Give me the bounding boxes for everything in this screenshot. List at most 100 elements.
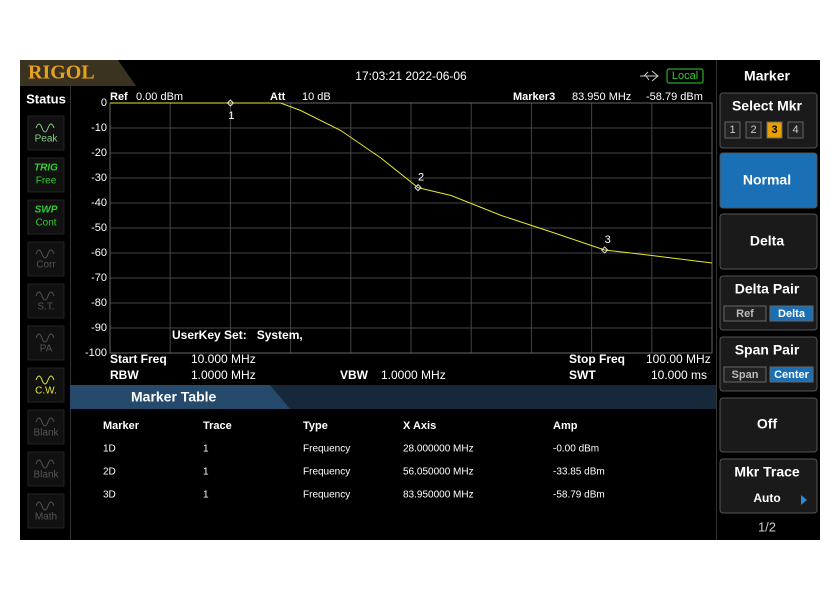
mkr-number: 2 bbox=[750, 124, 756, 136]
footer-text: SWT bbox=[569, 368, 596, 382]
status-label: Blank bbox=[33, 470, 59, 481]
y-tick-label: -100 bbox=[85, 347, 107, 359]
footer-text: 10.000 ms bbox=[651, 368, 707, 382]
footer-text: 10.000 MHz bbox=[191, 352, 256, 366]
status-item bbox=[27, 325, 65, 361]
mkr-number: 4 bbox=[792, 124, 798, 136]
table-header: Type bbox=[303, 420, 328, 432]
marker bbox=[600, 246, 609, 254]
plot-frame bbox=[109, 102, 713, 354]
status-item bbox=[27, 199, 65, 235]
menu-page: 1/2 bbox=[758, 519, 776, 534]
delta-button[interactable] bbox=[719, 213, 818, 270]
mode: Local bbox=[672, 70, 698, 82]
footer-text: RBW bbox=[110, 368, 139, 382]
menu-label: Delta Pair bbox=[735, 281, 800, 297]
marker-label: 1 bbox=[228, 110, 234, 122]
option-label: Delta bbox=[778, 308, 806, 320]
status-icon bbox=[35, 501, 55, 511]
status-tag: SWP bbox=[35, 205, 58, 216]
plot-header: Att bbox=[270, 91, 286, 103]
y-tick-label: -90 bbox=[91, 322, 107, 334]
table-cell: -0.00 dBm bbox=[553, 444, 599, 455]
status-label: C.W. bbox=[35, 386, 57, 397]
table-cell: 56.050000 MHz bbox=[403, 467, 474, 478]
status-item bbox=[27, 409, 65, 445]
status-tag: TRIG bbox=[34, 163, 58, 174]
table-cell: 83.950000 MHz bbox=[403, 490, 474, 501]
status-item bbox=[27, 367, 65, 403]
local-box bbox=[666, 68, 704, 84]
status-item bbox=[27, 115, 65, 151]
status-label: Blank bbox=[33, 428, 59, 439]
plot-header: 0.00 dBm bbox=[136, 91, 183, 103]
marker-label: 3 bbox=[605, 234, 611, 246]
screen-bg bbox=[20, 60, 820, 540]
status-icon bbox=[35, 291, 55, 301]
y-tick-label: -70 bbox=[91, 272, 107, 284]
footer-text: 100.00 MHz bbox=[646, 352, 711, 366]
option-box[interactable] bbox=[723, 305, 767, 322]
footer-text: Stop Freq bbox=[569, 352, 625, 366]
normal-button[interactable] bbox=[719, 152, 818, 209]
table-cell: 3D bbox=[103, 490, 116, 501]
y-tick-label: -60 bbox=[91, 247, 107, 259]
table-title: Marker Table bbox=[131, 389, 217, 405]
usb-icon bbox=[640, 70, 659, 82]
menu-title: Marker bbox=[744, 68, 790, 84]
divider bbox=[70, 86, 71, 540]
status-item bbox=[27, 157, 65, 193]
option-box[interactable] bbox=[723, 366, 767, 383]
brand-bg bbox=[20, 60, 136, 86]
status-icon bbox=[35, 333, 55, 343]
table-cell: Frequency bbox=[303, 467, 350, 478]
footer-text: Start Freq bbox=[110, 352, 167, 366]
table-header: Marker bbox=[103, 420, 140, 432]
table-cell: 28.000000 MHz bbox=[403, 444, 474, 455]
plot-header: Marker3 bbox=[513, 91, 555, 103]
footer-text: VBW bbox=[340, 368, 369, 382]
status-item bbox=[27, 283, 65, 319]
mkr-number: 3 bbox=[771, 124, 777, 136]
plot-header: -58.79 dBm bbox=[646, 91, 703, 103]
plot-header: 10 dB bbox=[302, 91, 331, 103]
mkr-number-box[interactable] bbox=[787, 121, 804, 139]
table-cell: -33.85 dBm bbox=[553, 467, 605, 478]
mkr-number-box[interactable] bbox=[724, 121, 741, 139]
table-cell: 2D bbox=[103, 467, 116, 478]
table-cell: -58.79 dBm bbox=[553, 490, 605, 501]
divider bbox=[716, 60, 717, 540]
table-cell: 1 bbox=[203, 490, 209, 501]
menu-label: Span Pair bbox=[735, 342, 800, 358]
status-icon bbox=[35, 249, 55, 259]
table-cell: Frequency bbox=[303, 444, 350, 455]
option-box[interactable] bbox=[769, 305, 814, 322]
status-item bbox=[27, 493, 65, 529]
table-header: Trace bbox=[203, 420, 232, 432]
mkr-number-box[interactable] bbox=[745, 121, 762, 139]
option-box[interactable] bbox=[769, 366, 814, 383]
mkr-number-box[interactable] bbox=[766, 121, 783, 139]
status-label: Cont bbox=[35, 218, 56, 229]
y-tick-label: -80 bbox=[91, 297, 107, 309]
status-label: S.T. bbox=[37, 302, 54, 313]
status-label: Corr bbox=[36, 260, 56, 271]
mkr-number: 1 bbox=[729, 124, 735, 136]
menu-label: Delta bbox=[750, 233, 784, 249]
trace bbox=[110, 102, 713, 264]
y-tick-label: -20 bbox=[91, 147, 107, 159]
status-label: PA bbox=[40, 344, 53, 355]
status-label: Free bbox=[36, 176, 57, 187]
footer-text: 1.0000 MHz bbox=[381, 368, 446, 382]
mkr-trace-button[interactable] bbox=[719, 458, 818, 514]
table-cell: 1D bbox=[103, 444, 116, 455]
option-label: Center bbox=[774, 369, 810, 381]
menu-label: Mkr Trace bbox=[734, 464, 800, 480]
y-tick-label: -30 bbox=[91, 172, 107, 184]
table-cell: 1 bbox=[203, 444, 209, 455]
off-button[interactable] bbox=[719, 397, 818, 453]
table-cell: Frequency bbox=[303, 490, 350, 501]
brand: RIGOL bbox=[28, 62, 95, 84]
menu-label: Off bbox=[757, 416, 778, 432]
